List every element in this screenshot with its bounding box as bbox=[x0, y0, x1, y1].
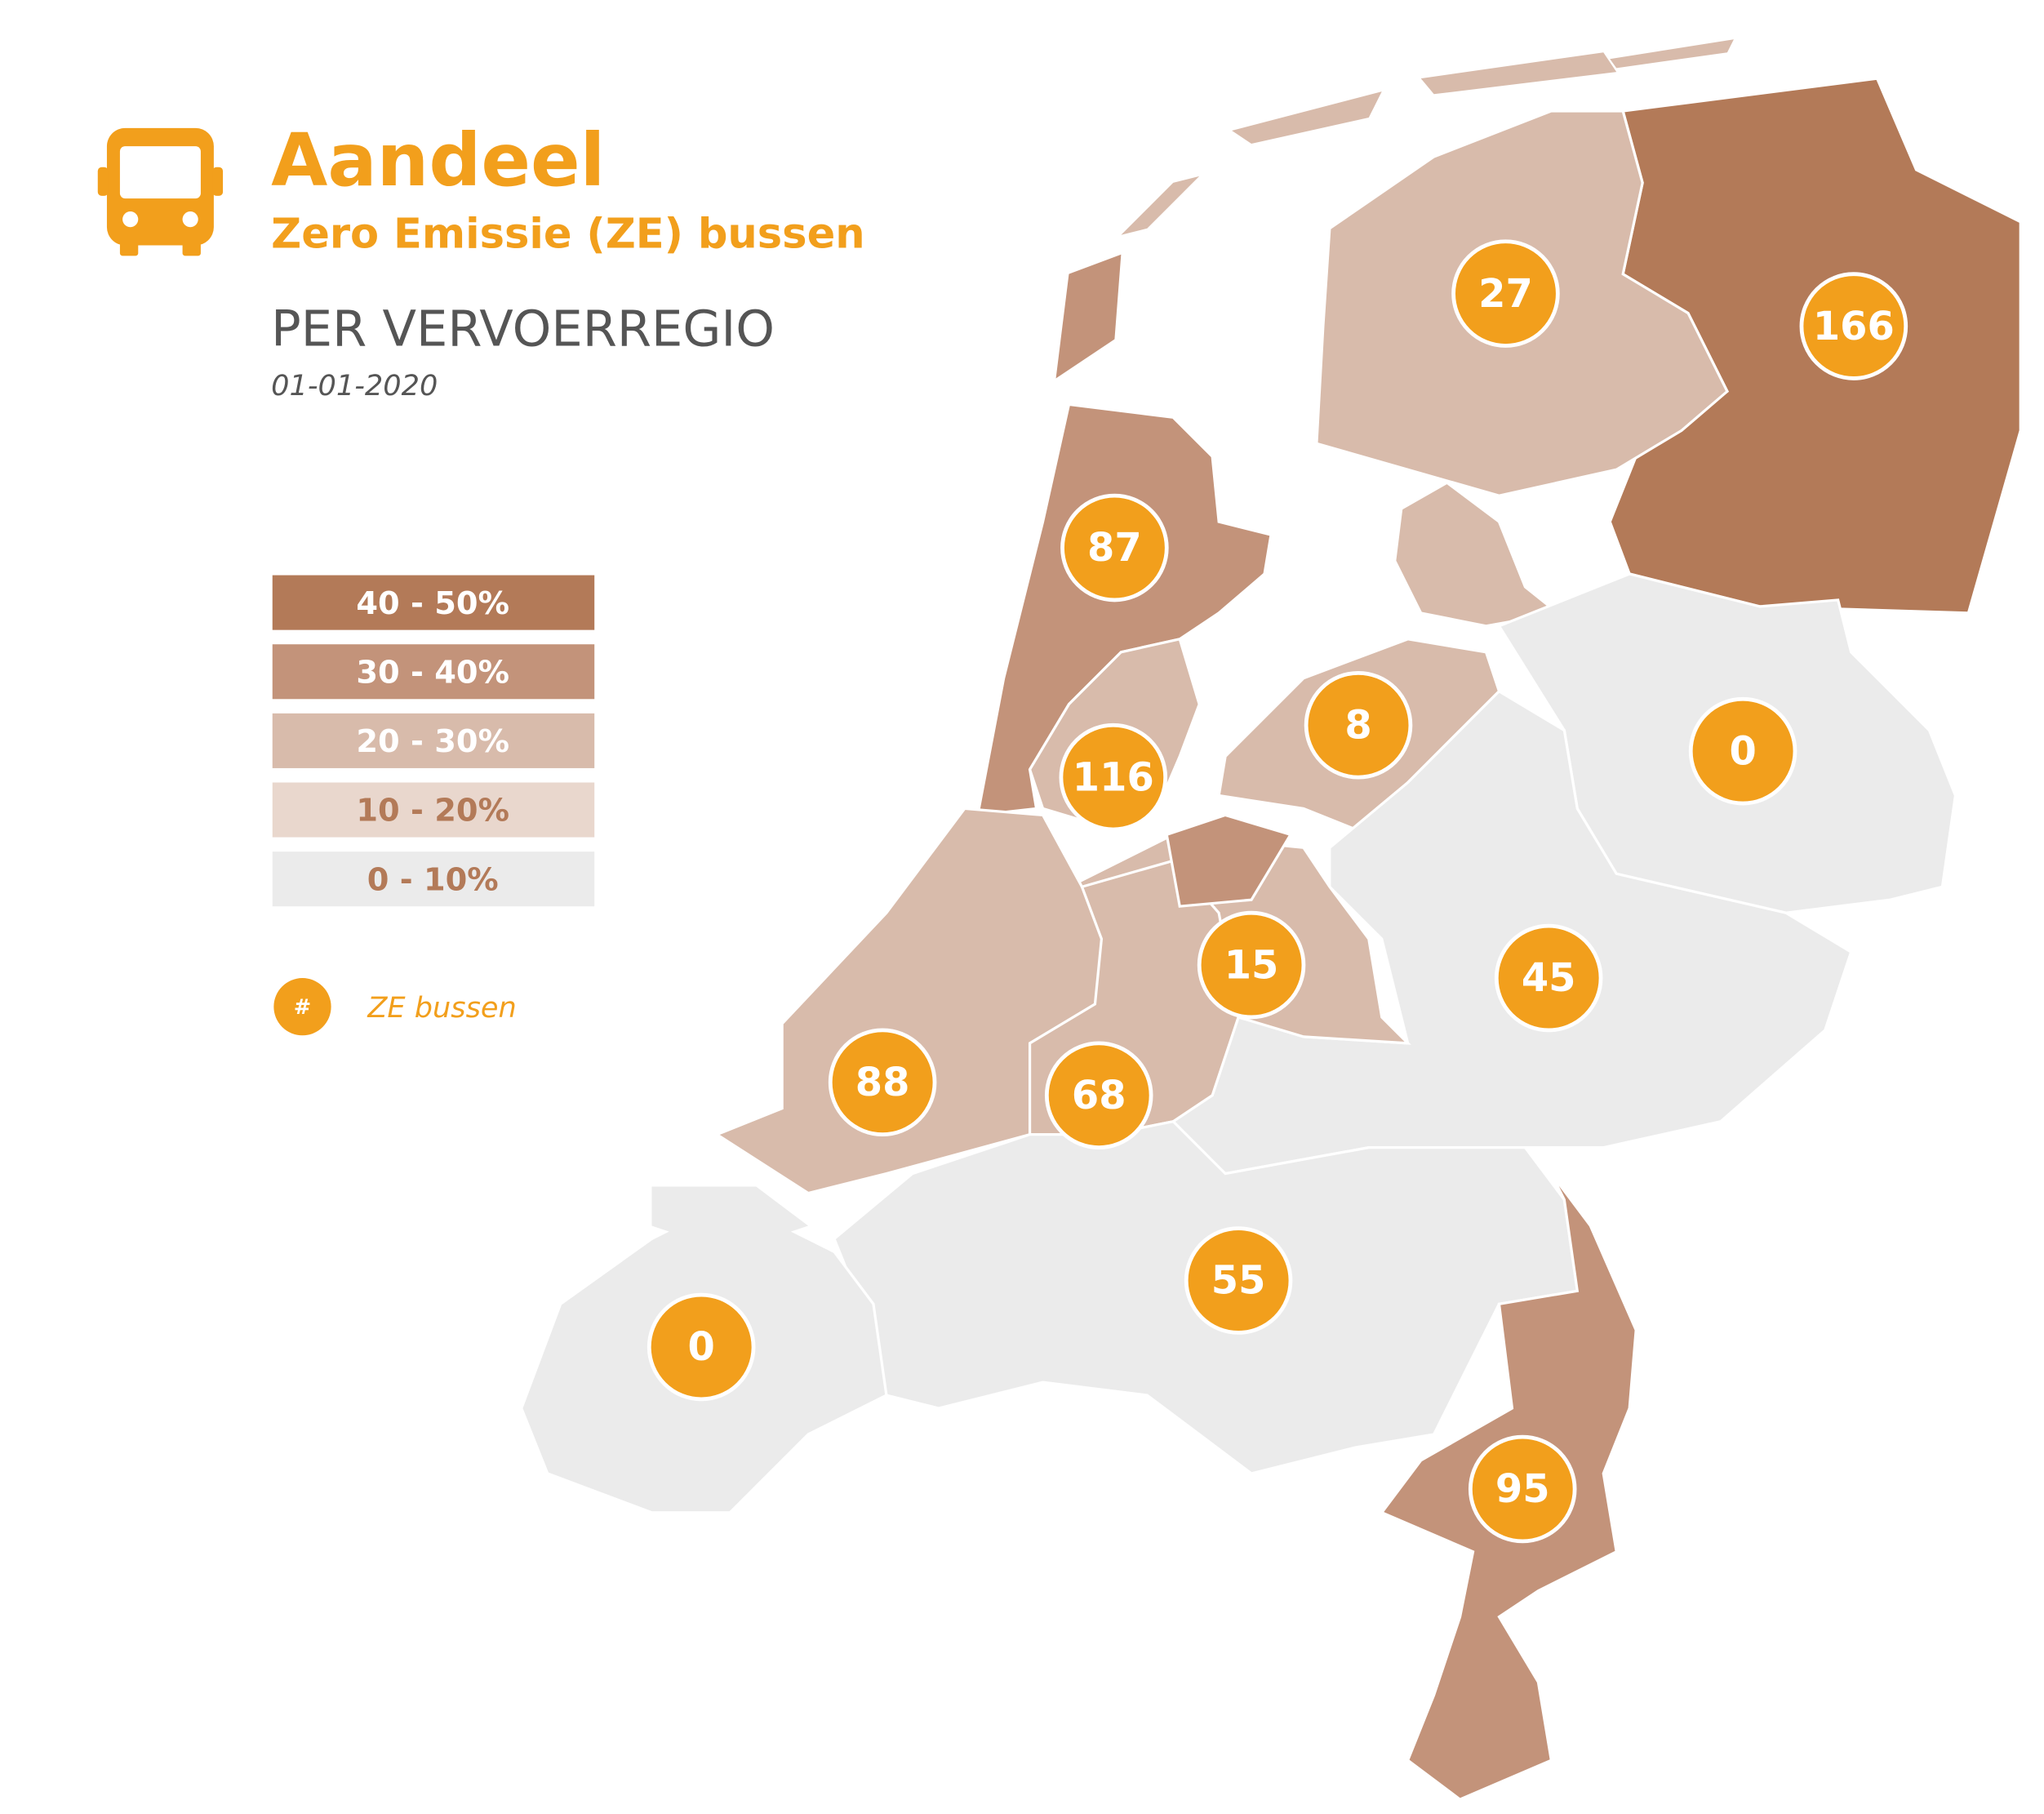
bus-count-marker bbox=[1799, 272, 1908, 380]
legend-swatch bbox=[272, 782, 595, 838]
legend-marker bbox=[273, 978, 331, 1036]
bus-count: 68 bbox=[1072, 1074, 1126, 1118]
bus-count: 45 bbox=[1522, 956, 1576, 1001]
bus-light bbox=[122, 211, 139, 228]
heading: PER VERVOERREGIO bbox=[271, 301, 775, 358]
legend-marker-label: ZE bussen bbox=[367, 991, 516, 1025]
bus-count: 95 bbox=[1495, 1467, 1550, 1512]
bus-count-marker bbox=[647, 1292, 756, 1402]
bus-window bbox=[119, 146, 201, 199]
island bbox=[1121, 176, 1200, 235]
bus-count: 8 bbox=[1344, 703, 1371, 748]
bus-count: 0 bbox=[687, 1325, 714, 1370]
bus-icon bbox=[97, 127, 224, 256]
bus-count-marker bbox=[1059, 722, 1168, 832]
subtitle: Zero Emissie (ZE) bussen bbox=[271, 211, 864, 259]
island bbox=[1420, 52, 1617, 95]
island bbox=[651, 1186, 809, 1252]
bus-count-marker bbox=[1197, 910, 1306, 1020]
legend-swatch bbox=[272, 644, 595, 700]
bus-mirror bbox=[97, 167, 109, 196]
bus-count-marker bbox=[1184, 1226, 1293, 1335]
legend-swatch bbox=[272, 575, 595, 630]
legend-label: 10 - 20% bbox=[356, 793, 509, 829]
bus-count-marker bbox=[1451, 239, 1560, 348]
legend-swatch bbox=[272, 851, 595, 907]
bus-count-marker bbox=[1468, 1434, 1577, 1544]
date: 01-01-2020 bbox=[271, 369, 438, 402]
legend-swatch bbox=[272, 713, 595, 768]
bus-count: 0 bbox=[1729, 729, 1756, 774]
legend-label: 0 - 10% bbox=[367, 861, 499, 898]
region bbox=[1165, 813, 1293, 908]
title: Aandeel bbox=[271, 118, 605, 203]
bus-count-marker bbox=[828, 1028, 937, 1137]
island bbox=[1610, 39, 1734, 69]
bus-count: 166 bbox=[1813, 305, 1895, 349]
bus-count-marker bbox=[1494, 923, 1603, 1033]
bus-count: 55 bbox=[1211, 1259, 1266, 1304]
bus-count: 116 bbox=[1073, 755, 1154, 800]
bus-count: 27 bbox=[1478, 272, 1533, 317]
island bbox=[1232, 91, 1382, 144]
legend-label: 40 - 50% bbox=[356, 585, 509, 622]
legend-label: 30 - 40% bbox=[356, 654, 509, 691]
bus-mirror bbox=[212, 167, 224, 196]
bus-count-marker bbox=[1044, 1041, 1153, 1150]
bus-wheel bbox=[182, 242, 201, 256]
legend-marker-symbol: # bbox=[294, 995, 311, 1020]
islands bbox=[651, 39, 1734, 1252]
bus-count-marker bbox=[1060, 493, 1169, 602]
bus-count: 88 bbox=[855, 1060, 910, 1105]
legend-label: 20 - 30% bbox=[356, 723, 509, 760]
bus-count: 15 bbox=[1224, 943, 1279, 988]
bus-count-marker bbox=[1304, 670, 1413, 780]
bus-count: 87 bbox=[1087, 526, 1142, 571]
legend: 40 - 50% 30 - 40% 20 - 30% 10 - 20% 0 - 10% bbox=[272, 575, 595, 907]
bus-wheel bbox=[119, 242, 139, 256]
bus-light bbox=[182, 211, 198, 228]
bus-count-marker bbox=[1688, 696, 1797, 806]
island bbox=[1055, 254, 1122, 379]
markers: 166 27 87 116 8 0 45 15 88 68 55 0 95 bbox=[647, 239, 1908, 1544]
